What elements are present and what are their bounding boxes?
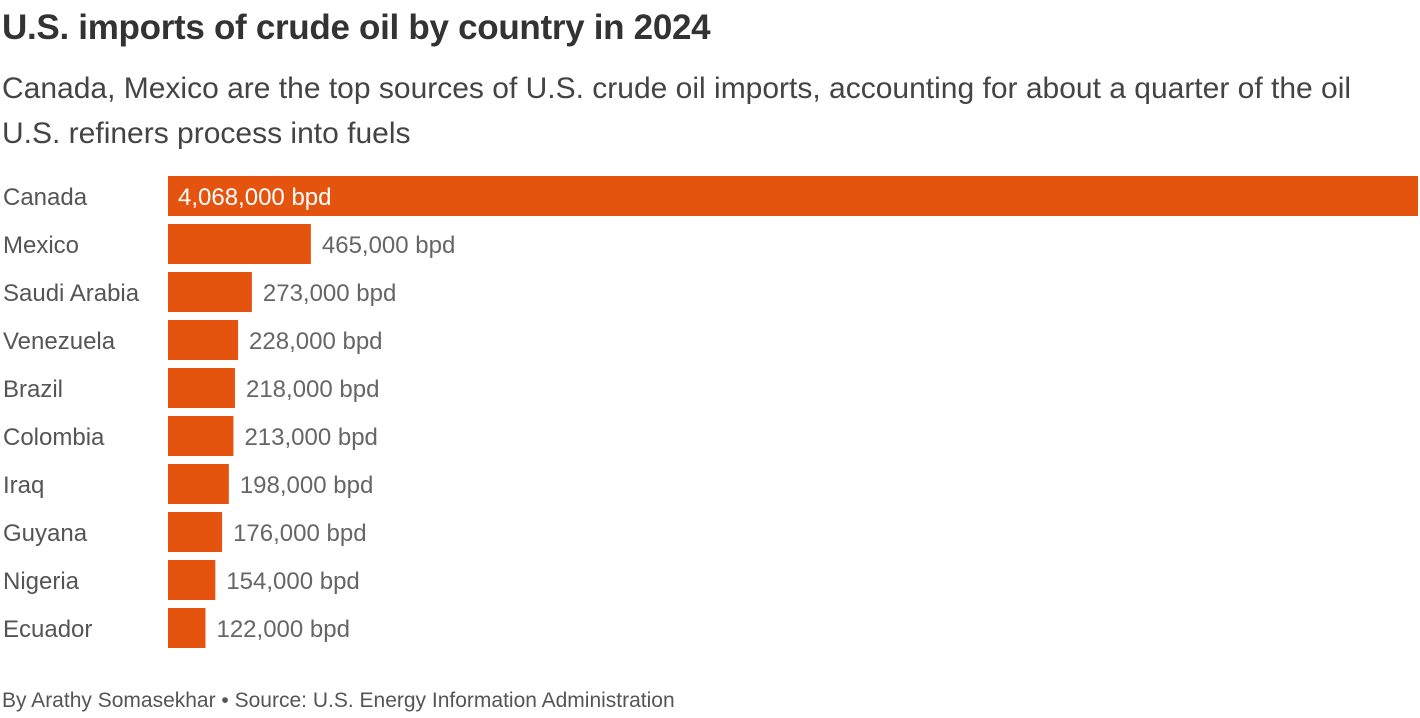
bar [168, 176, 1418, 216]
data-label: 273,000 bpd [263, 280, 396, 307]
data-label: 465,000 bpd [322, 232, 455, 259]
data-label: 228,000 bpd [249, 328, 382, 355]
category-label: Colombia [3, 424, 105, 451]
category-label: Brazil [3, 376, 63, 403]
bar [168, 224, 311, 264]
data-label: 198,000 bpd [240, 472, 373, 499]
bar [168, 416, 234, 456]
chart-subtitle: Canada, Mexico are the top sources of U.… [2, 72, 1352, 150]
data-label: 122,000 bpd [216, 616, 349, 643]
category-label: Canada [3, 184, 88, 211]
category-label: Venezuela [3, 328, 116, 355]
bar [168, 272, 252, 312]
chart-title: U.S. imports of crude oil by country in … [2, 8, 711, 47]
bar [168, 320, 239, 360]
category-label: Saudi Arabia [3, 280, 140, 307]
category-label: Iraq [3, 472, 44, 499]
bar [168, 368, 235, 408]
category-label: Nigeria [3, 568, 80, 595]
data-label: 213,000 bpd [244, 424, 377, 451]
data-label: 154,000 bpd [226, 568, 359, 595]
bar [168, 560, 216, 600]
data-label: 218,000 bpd [246, 376, 379, 403]
category-label: Ecuador [3, 616, 92, 643]
data-label: 176,000 bpd [233, 520, 366, 547]
category-label: Guyana [3, 520, 88, 547]
category-label: Mexico [3, 232, 79, 259]
bar [168, 464, 229, 504]
bar [168, 512, 223, 552]
data-label: 4,068,000 bpd [178, 184, 331, 211]
bar [168, 608, 206, 648]
source-footer: By Arathy Somasekhar • Source: U.S. Ener… [2, 689, 675, 712]
